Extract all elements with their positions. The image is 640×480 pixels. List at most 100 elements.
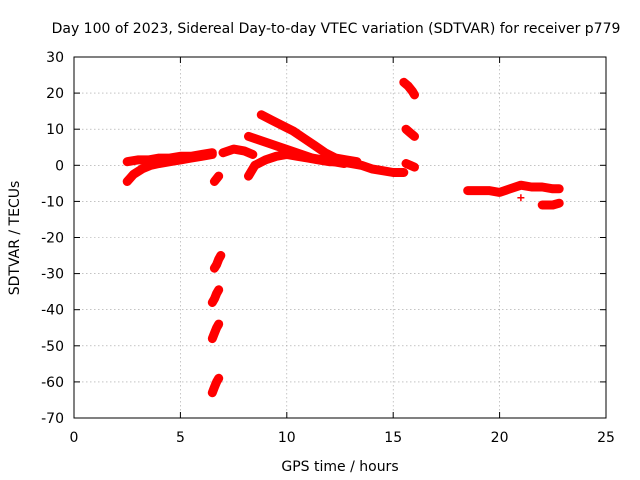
- data-point: [147, 161, 155, 169]
- data-point: [215, 320, 223, 328]
- series-arc-8: [218, 144, 258, 159]
- data-point: [213, 324, 221, 332]
- chart-title: Day 100 of 2023, Sidereal Day-to-day VTE…: [52, 21, 621, 37]
- y-tick-label: -70: [41, 411, 64, 427]
- x-tick-label: 25: [597, 430, 615, 446]
- x-tick-label: 15: [384, 430, 402, 446]
- data-point: [321, 149, 329, 157]
- data-point: [404, 82, 412, 90]
- data-point: [210, 178, 218, 186]
- data-point: [410, 132, 418, 140]
- data-point: [555, 185, 563, 193]
- y-tick-label: -30: [41, 267, 64, 283]
- series-arc-11: [244, 131, 349, 168]
- data-point: [538, 183, 546, 191]
- y-tick-label: 10: [46, 122, 64, 138]
- series-arc-12: [399, 77, 419, 100]
- y-axis-label: SDTVAR / TECUs: [7, 181, 23, 296]
- data-point: [134, 156, 142, 164]
- data-point: [208, 389, 216, 397]
- data-point: [213, 378, 221, 386]
- data-point: [208, 298, 216, 306]
- data-point: [517, 194, 525, 202]
- data-point: [215, 374, 223, 382]
- data-point: [240, 147, 248, 155]
- data-point: [400, 78, 408, 86]
- data-point: [464, 187, 472, 195]
- data-point: [353, 158, 361, 166]
- data-point: [289, 127, 297, 135]
- data-point: [496, 188, 504, 196]
- data-point: [517, 181, 525, 189]
- data-point: [402, 125, 410, 133]
- series-arc-7: [207, 373, 224, 398]
- data-point: [389, 169, 397, 177]
- data-points: [122, 77, 564, 398]
- data-point: [268, 116, 276, 124]
- data-point: [176, 156, 184, 164]
- x-tick-label: 0: [70, 430, 79, 446]
- data-point: [244, 132, 252, 140]
- data-point: [213, 261, 221, 269]
- data-point: [251, 161, 259, 169]
- grid: [74, 57, 606, 418]
- y-tick-label: 0: [55, 158, 64, 174]
- data-point: [330, 158, 338, 166]
- data-point: [308, 154, 316, 162]
- data-point: [208, 335, 216, 343]
- y-tick-label: -50: [41, 339, 64, 355]
- y-tick-label: -60: [41, 375, 64, 391]
- data-point: [276, 143, 284, 151]
- data-point: [402, 159, 410, 167]
- data-point: [310, 141, 318, 149]
- data-point: [549, 201, 557, 209]
- data-point: [485, 187, 493, 195]
- data-point: [549, 185, 557, 193]
- data-point: [506, 185, 514, 193]
- data-point: [130, 170, 138, 178]
- y-tick-label: -40: [41, 303, 64, 319]
- data-point: [528, 183, 536, 191]
- data-point: [272, 152, 280, 160]
- data-point: [215, 255, 223, 263]
- data-point: [138, 165, 146, 173]
- y-axis: -70 -60 -50 -40 -30 -20 -10 0 10 20 30: [41, 50, 606, 427]
- x-axis-label: GPS time / hours: [281, 459, 398, 475]
- series-arc-5: [207, 285, 224, 307]
- data-point: [266, 140, 274, 148]
- data-point: [210, 295, 218, 303]
- data-point: [230, 145, 238, 153]
- data-point: [408, 87, 416, 95]
- data-point: [215, 286, 223, 294]
- data-point: [410, 91, 418, 99]
- data-point: [257, 111, 265, 119]
- data-point: [300, 134, 308, 142]
- data-point: [262, 156, 270, 164]
- data-point: [249, 150, 257, 158]
- data-point: [219, 149, 227, 157]
- data-point: [255, 136, 263, 144]
- data-point: [198, 152, 206, 160]
- data-point: [538, 201, 546, 209]
- data-point: [155, 159, 163, 167]
- y-tick-label: 20: [46, 86, 64, 102]
- data-point: [123, 178, 131, 186]
- data-point: [555, 199, 563, 207]
- data-point: [368, 165, 376, 173]
- data-point: [400, 169, 408, 177]
- x-tick-label: 10: [278, 430, 296, 446]
- data-point: [187, 154, 195, 162]
- y-tick-label: -20: [41, 231, 64, 247]
- data-point: [217, 252, 225, 260]
- series-arc-2: [122, 150, 217, 186]
- data-point: [213, 289, 221, 297]
- data-point: [319, 156, 327, 164]
- data-point: [406, 161, 414, 169]
- series-arc-4: [209, 251, 226, 273]
- data-point: [244, 172, 252, 180]
- data-point: [166, 158, 174, 166]
- data-point: [123, 158, 131, 166]
- data-point: [340, 159, 348, 167]
- data-point: [287, 147, 295, 155]
